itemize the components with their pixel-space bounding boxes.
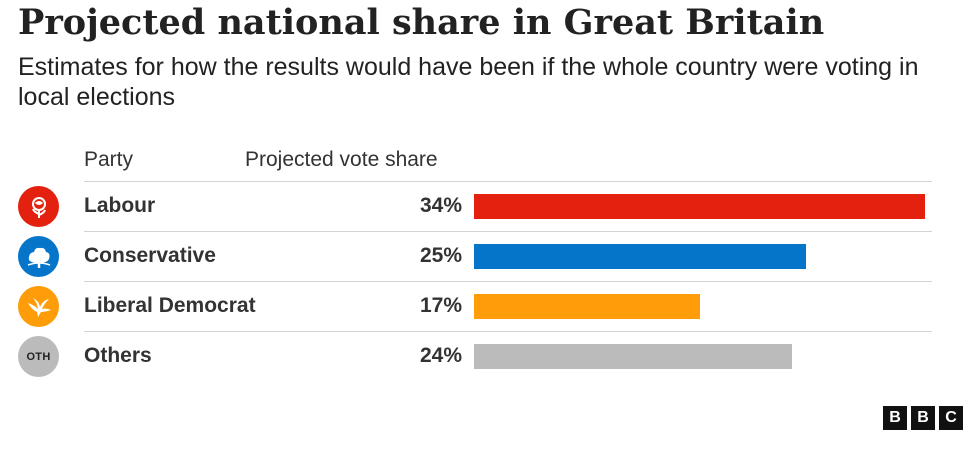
bar xyxy=(474,244,806,269)
data-label: 34% xyxy=(419,194,462,217)
labour-rose-icon xyxy=(18,186,59,227)
others-badge-icon: OTH xyxy=(18,336,59,377)
data-label: 24% xyxy=(419,344,462,367)
row-divider xyxy=(84,331,932,332)
bar xyxy=(474,194,925,219)
row-divider xyxy=(84,231,932,232)
chart-row: Labour 34% xyxy=(0,181,976,231)
chart-title: Projected national share in Great Britai… xyxy=(18,2,825,43)
row-divider xyxy=(84,181,932,182)
badge-label: OTH xyxy=(26,350,51,363)
row-divider xyxy=(84,281,932,282)
bar xyxy=(474,344,792,369)
category-label: Others xyxy=(84,344,152,367)
data-label: 25% xyxy=(419,244,462,267)
column-header-vote-share: Projected vote share xyxy=(245,148,438,171)
conservative-tree-icon xyxy=(18,236,59,277)
category-label: Conservative xyxy=(84,244,216,267)
chart-subtitle: Estimates for how the results would have… xyxy=(18,53,919,111)
data-label: 17% xyxy=(419,294,462,317)
bbc-logo-letter: C xyxy=(939,406,963,430)
bbc-logo: B B C xyxy=(883,406,963,430)
chart-row: Liberal Democrat 17% xyxy=(0,281,976,331)
bbc-logo-letter: B xyxy=(883,406,907,430)
bbc-logo-letter: B xyxy=(911,406,935,430)
libdem-bird-icon xyxy=(18,286,59,327)
category-label: Liberal Democrat xyxy=(84,294,256,317)
category-label: Labour xyxy=(84,194,156,217)
chart-row: Conservative 25% xyxy=(0,231,976,281)
chart-row: OTH Others 24% xyxy=(0,331,976,381)
bar xyxy=(474,294,700,319)
column-header-party: Party xyxy=(84,148,134,171)
